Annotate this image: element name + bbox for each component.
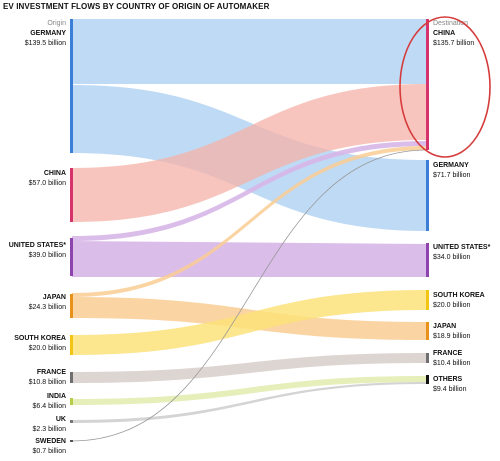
flow-india-others bbox=[72, 376, 427, 405]
origin-value-germany: $139.5 billion bbox=[25, 40, 66, 47]
flow-us-china bbox=[72, 141, 427, 241]
origin-value-japan: $24.3 billion bbox=[29, 304, 66, 311]
origin-label-germany: GERMANY bbox=[30, 30, 66, 37]
origin-labels: Origin GERMANY $139.5 billion CHINA $57.… bbox=[9, 20, 67, 455]
node-origin-sk bbox=[70, 335, 73, 355]
destination-nodes bbox=[426, 19, 429, 384]
flow-france-france bbox=[72, 353, 427, 383]
flows bbox=[71, 19, 428, 442]
origin-value-india: $6.4 billion bbox=[33, 403, 67, 410]
destination-header: Destination bbox=[433, 20, 468, 27]
flow-sk-sk bbox=[72, 290, 427, 355]
dest-value-germany: $71.7 billion bbox=[433, 172, 470, 179]
node-origin-japan bbox=[70, 294, 73, 318]
origin-header: Origin bbox=[47, 20, 66, 27]
flow-germany-germany bbox=[72, 19, 427, 231]
flow-china-china bbox=[72, 84, 427, 222]
origin-value-sk: $20.0 billion bbox=[29, 345, 66, 352]
node-origin-us bbox=[70, 238, 73, 276]
node-origin-china bbox=[70, 168, 73, 222]
figure-title: EV INVESTMENT FLOWS BY COUNTRY OF ORIGIN… bbox=[3, 2, 270, 11]
origin-label-france: FRANCE bbox=[37, 369, 66, 376]
origin-label-china: CHINA bbox=[44, 170, 66, 177]
node-dest-others bbox=[426, 375, 429, 384]
node-dest-germany bbox=[426, 160, 429, 231]
node-origin-germany bbox=[70, 19, 73, 153]
dest-label-us: UNITED STATES* bbox=[433, 244, 491, 251]
dest-label-china: CHINA bbox=[433, 30, 455, 37]
node-origin-france bbox=[70, 372, 73, 383]
origin-value-china: $57.0 billion bbox=[29, 180, 66, 187]
flow-germany-china bbox=[72, 19, 427, 84]
node-dest-sk bbox=[426, 290, 429, 310]
origin-label-sweden: SWEDEN bbox=[35, 438, 66, 445]
flow-sweden-china bbox=[71, 149, 428, 442]
flow-uk-others bbox=[72, 382, 427, 423]
dest-value-us: $34.0 billion bbox=[433, 254, 470, 261]
dest-value-others: $9.4 billion bbox=[433, 386, 467, 393]
node-dest-japan bbox=[426, 322, 429, 340]
dest-value-sk: $20.0 billion bbox=[433, 302, 470, 309]
origin-value-sweden: $0.7 billion bbox=[33, 448, 67, 455]
dest-value-france: $10.4 billion bbox=[433, 360, 470, 367]
highlight-circle bbox=[399, 16, 491, 158]
dest-label-germany: GERMANY bbox=[433, 162, 469, 169]
dest-label-sk: SOUTH KOREA bbox=[433, 292, 485, 299]
dest-value-china: $135.7 billion bbox=[433, 40, 474, 47]
origin-value-us: $39.0 billion bbox=[29, 252, 66, 259]
node-dest-france bbox=[426, 353, 429, 363]
dest-label-others: OTHERS bbox=[433, 376, 463, 383]
flow-us-us bbox=[72, 241, 427, 277]
origin-label-uk: UK bbox=[56, 416, 66, 423]
origin-value-france: $10.8 billion bbox=[29, 379, 66, 386]
dest-label-japan: JAPAN bbox=[433, 323, 456, 330]
node-origin-india bbox=[70, 398, 73, 405]
origin-nodes bbox=[70, 19, 73, 442]
dest-value-japan: $18.9 billion bbox=[433, 333, 470, 340]
node-origin-sweden bbox=[70, 440, 73, 442]
flow-japan-china bbox=[72, 146, 427, 297]
node-dest-china bbox=[426, 19, 429, 150]
origin-label-india: INDIA bbox=[47, 393, 66, 400]
dest-label-france: FRANCE bbox=[433, 350, 462, 357]
origin-label-japan: JAPAN bbox=[43, 294, 66, 301]
node-origin-uk bbox=[70, 420, 73, 423]
origin-value-uk: $2.3 billion bbox=[33, 426, 67, 433]
origin-label-us: UNITED STATES* bbox=[9, 242, 67, 249]
node-dest-us bbox=[426, 243, 429, 277]
origin-label-sk: SOUTH KOREA bbox=[14, 335, 66, 342]
destination-labels: Destination CHINA $135.7 billion GERMANY… bbox=[433, 20, 491, 393]
